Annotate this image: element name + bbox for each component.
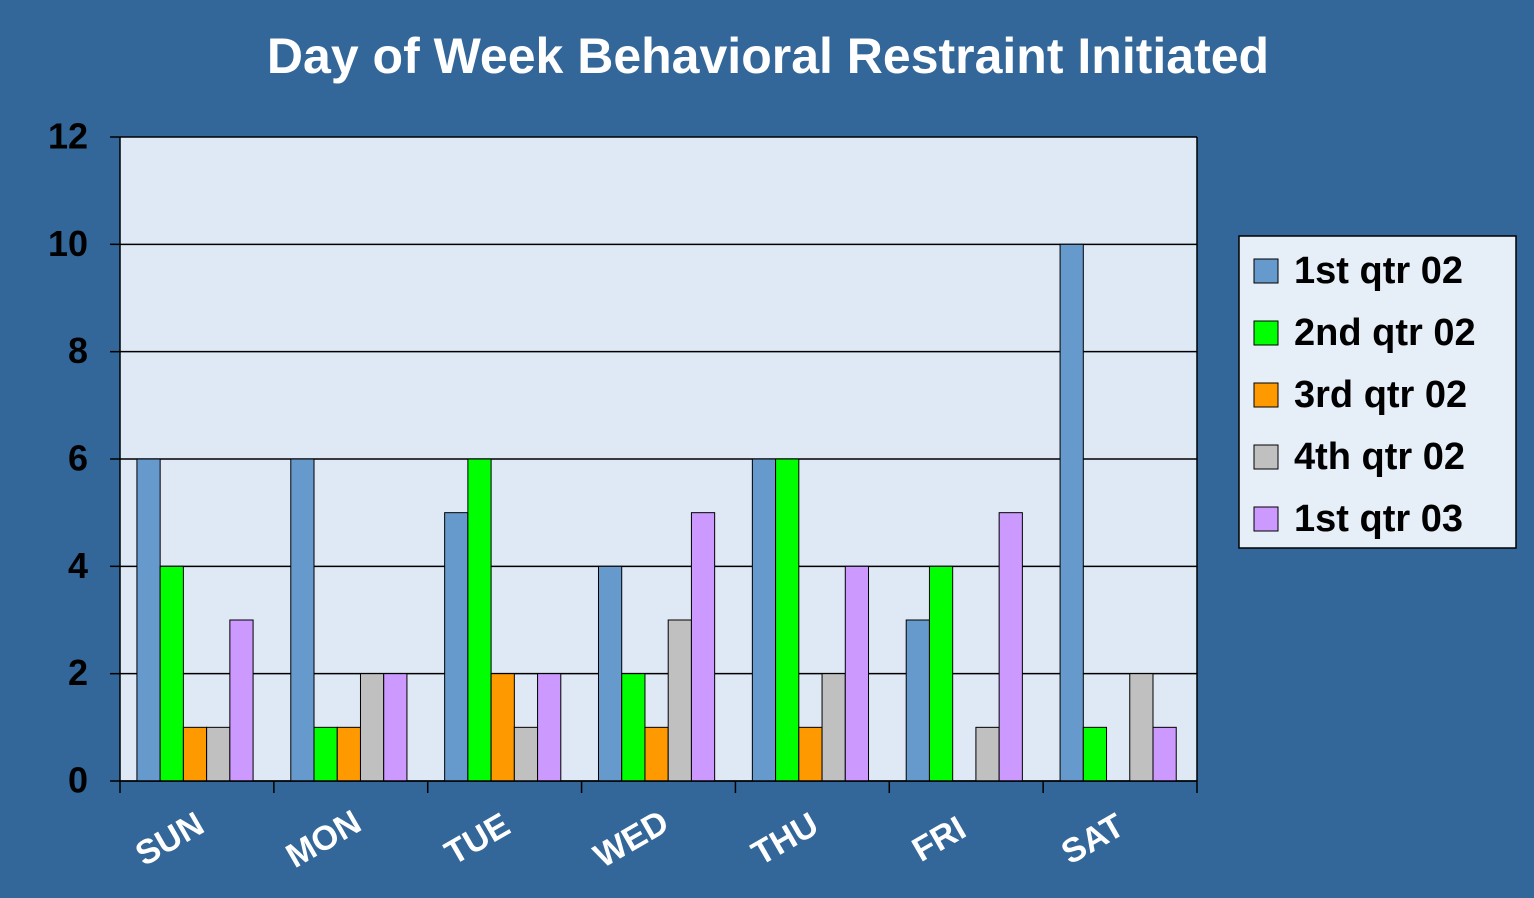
legend-label: 1st qtr 02	[1294, 250, 1463, 292]
bar	[513, 726, 539, 782]
legend-swatch	[1253, 258, 1279, 284]
bar	[313, 726, 338, 782]
legend-swatch	[1253, 382, 1279, 408]
bar	[644, 726, 669, 782]
bar	[621, 673, 646, 782]
bar	[336, 726, 361, 782]
y-tick-label: 10	[48, 223, 88, 264]
bar	[928, 565, 954, 782]
legend-label: 4th qtr 02	[1294, 436, 1465, 478]
legend-swatch	[1253, 444, 1279, 470]
bar	[229, 619, 254, 782]
bar	[359, 673, 385, 782]
bar	[1059, 243, 1084, 782]
legend-label: 2nd qtr 02	[1294, 312, 1476, 354]
bar	[975, 726, 1000, 782]
bar	[998, 512, 1023, 782]
bar	[798, 726, 823, 782]
bar	[467, 458, 492, 782]
y-tick-label: 4	[68, 545, 88, 586]
legend-swatch	[1253, 320, 1279, 346]
y-tick-label: 2	[68, 652, 88, 693]
legend-label: 1st qtr 03	[1294, 498, 1463, 540]
legend-swatch	[1253, 506, 1279, 532]
legend-label: 3rd qtr 02	[1294, 374, 1467, 416]
bar	[597, 565, 623, 782]
bar	[1129, 673, 1154, 782]
legend-box	[1238, 235, 1517, 549]
bar	[537, 673, 562, 782]
bar	[1152, 726, 1177, 782]
bar	[136, 458, 161, 782]
y-tick-label: 8	[68, 330, 88, 371]
bar	[667, 619, 692, 782]
bar	[206, 726, 231, 782]
bar	[159, 565, 184, 782]
bar	[844, 565, 870, 782]
bar	[690, 512, 716, 782]
bar	[182, 726, 208, 782]
bar	[751, 458, 777, 782]
bar	[383, 673, 408, 782]
bar	[905, 619, 930, 782]
bar	[1082, 726, 1108, 782]
bar	[444, 512, 469, 782]
y-tick-label: 12	[48, 116, 88, 157]
y-tick-label: 0	[68, 760, 88, 801]
bar	[490, 673, 515, 782]
bar	[290, 458, 315, 782]
y-tick-label: 6	[68, 438, 88, 479]
bar	[775, 458, 800, 782]
bar	[821, 673, 846, 782]
chart-title: Day of Week Behavioral Restraint Initiat…	[267, 28, 1269, 84]
